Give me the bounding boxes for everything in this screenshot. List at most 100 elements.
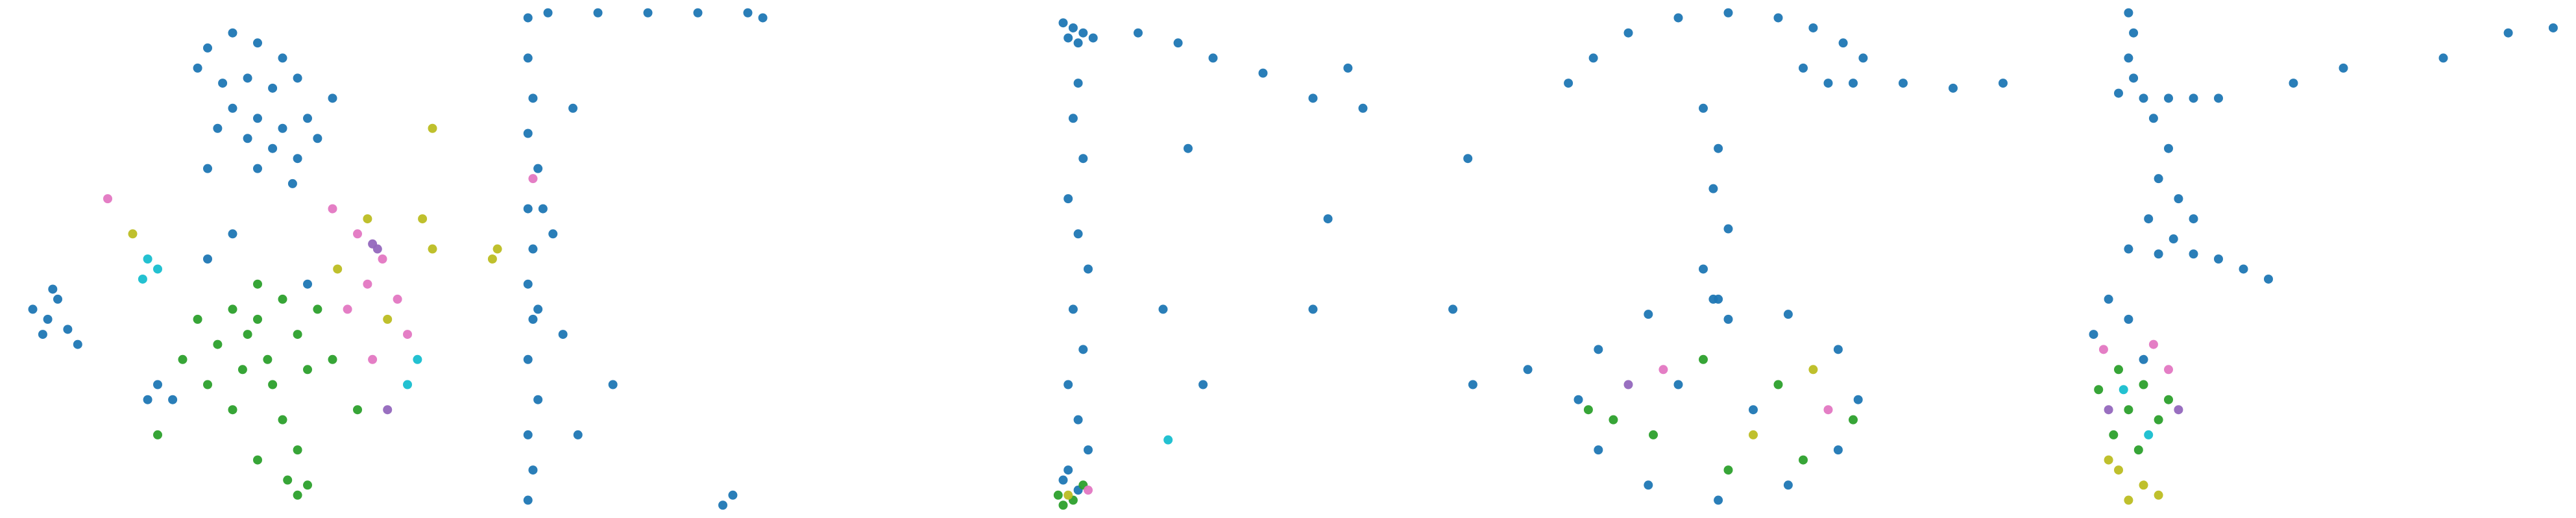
- point: [718, 500, 727, 510]
- point: [1523, 365, 1533, 375]
- point: [2548, 23, 2558, 32]
- point: [2154, 490, 2163, 500]
- point: [1823, 405, 1833, 415]
- point: [2174, 194, 2183, 204]
- point: [523, 279, 533, 289]
- point: [48, 284, 58, 294]
- point: [1058, 475, 1068, 485]
- point: [1749, 430, 1758, 439]
- point: [2139, 354, 2148, 364]
- scatter-panel: [523, 8, 768, 510]
- point: [143, 395, 152, 404]
- point: [2104, 455, 2113, 465]
- point: [2124, 314, 2133, 324]
- point: [228, 304, 237, 314]
- point: [1799, 455, 1808, 465]
- point: [1208, 53, 1218, 63]
- point: [213, 339, 223, 349]
- point: [523, 13, 533, 23]
- point: [1644, 480, 1653, 490]
- point: [2169, 234, 2178, 244]
- point: [1673, 380, 1683, 389]
- point: [328, 354, 337, 364]
- point: [168, 395, 178, 404]
- point: [1053, 490, 1063, 500]
- point: [2154, 174, 2163, 184]
- point: [2109, 430, 2119, 439]
- point: [1323, 214, 1333, 224]
- point: [253, 455, 262, 465]
- point: [568, 103, 577, 113]
- point: [228, 229, 237, 239]
- point: [1198, 380, 1208, 389]
- point: [203, 164, 212, 173]
- point: [243, 330, 252, 339]
- point: [538, 204, 548, 214]
- point: [1833, 445, 1843, 455]
- point: [2189, 214, 2198, 224]
- point: [1623, 28, 1633, 38]
- point: [1853, 395, 1863, 404]
- point: [1343, 63, 1353, 73]
- point: [2239, 264, 2248, 274]
- point: [263, 354, 273, 364]
- point: [1084, 445, 1093, 455]
- point: [2154, 249, 2163, 259]
- point: [268, 143, 278, 153]
- point: [528, 93, 538, 103]
- point: [487, 254, 497, 264]
- point: [523, 204, 533, 214]
- point: [303, 279, 312, 289]
- point: [1063, 465, 1073, 475]
- point: [328, 93, 337, 103]
- point: [1723, 465, 1733, 475]
- point: [1623, 380, 1633, 389]
- point: [1063, 380, 1073, 389]
- point: [1949, 83, 1958, 93]
- point: [1088, 33, 1098, 43]
- point: [2124, 8, 2133, 18]
- point: [1723, 314, 1733, 324]
- point: [2164, 395, 2173, 404]
- point: [2098, 345, 2108, 354]
- point: [643, 8, 653, 18]
- point: [343, 304, 352, 314]
- point: [2264, 274, 2273, 284]
- point: [2189, 93, 2198, 103]
- point: [237, 365, 247, 375]
- point: [2114, 465, 2123, 475]
- point: [2148, 339, 2158, 349]
- point: [1849, 79, 1858, 88]
- point: [283, 475, 293, 485]
- point: [243, 73, 252, 83]
- point: [1163, 435, 1173, 445]
- point: [403, 330, 412, 339]
- point: [153, 430, 162, 439]
- point: [383, 314, 393, 324]
- point: [278, 53, 287, 63]
- point: [2438, 53, 2448, 63]
- point: [28, 304, 38, 314]
- point: [1708, 184, 1718, 193]
- point: [213, 123, 223, 133]
- scatter-panel: [1053, 18, 1533, 510]
- point: [378, 254, 387, 264]
- point: [1673, 13, 1683, 23]
- point: [1173, 38, 1183, 48]
- point: [1073, 79, 1083, 88]
- point: [2104, 294, 2113, 304]
- point: [1084, 486, 1093, 495]
- point: [523, 430, 533, 439]
- point: [253, 314, 262, 324]
- point: [38, 330, 47, 339]
- point: [1134, 28, 1143, 38]
- point: [53, 294, 62, 304]
- point: [2164, 93, 2173, 103]
- point: [143, 254, 152, 264]
- point: [178, 354, 188, 364]
- point: [1078, 154, 1088, 164]
- point: [2164, 365, 2173, 375]
- point: [1073, 229, 1083, 239]
- point: [1714, 143, 1723, 153]
